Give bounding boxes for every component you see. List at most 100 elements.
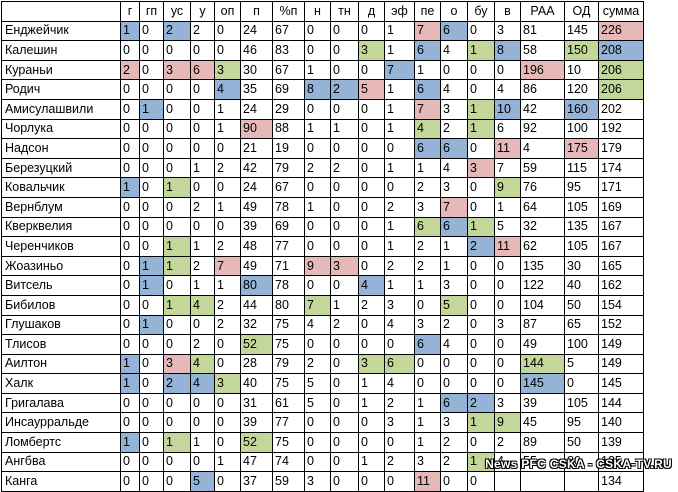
stat-cell bbox=[494, 471, 521, 492]
stat-cell: 0 bbox=[139, 451, 164, 473]
stat-cell: 0 bbox=[330, 275, 359, 296]
stat-cell: 0 bbox=[384, 471, 415, 492]
header-cell: %п bbox=[272, 1, 305, 22]
stat-cell: 77 bbox=[272, 412, 305, 434]
stat-cell: 167 bbox=[598, 236, 644, 257]
stat-cell: 1 bbox=[440, 255, 468, 277]
stat-cell: 2 bbox=[120, 59, 140, 81]
stat-cell: 0 bbox=[163, 196, 191, 218]
stat-cell: 0 bbox=[384, 177, 415, 198]
stat-cell: 105 bbox=[564, 392, 599, 414]
stat-cell: 0 bbox=[214, 471, 241, 492]
stat-cell: 1 bbox=[139, 255, 164, 277]
stat-cell: 11 bbox=[494, 236, 521, 257]
stat-cell: 1 bbox=[384, 20, 415, 42]
stat-cell: 24 bbox=[240, 177, 273, 198]
stat-cell: 1 bbox=[414, 392, 441, 414]
stat-cell: 1 bbox=[120, 353, 140, 375]
stat-cell: 0 bbox=[467, 20, 495, 42]
stat-cell: 1 bbox=[120, 20, 140, 42]
stat-cell: 77 bbox=[272, 236, 305, 257]
table-row: Ковальчик 1 0 1 0 0 24 67 0 0 0 0 2 3 0 9 76 95 171 bbox=[1, 177, 644, 198]
stat-cell: 1 bbox=[414, 275, 441, 296]
stat-cell: 2 bbox=[440, 432, 468, 453]
stat-cell: 0 bbox=[384, 334, 415, 355]
stat-cell: 1 bbox=[120, 432, 140, 453]
stat-cell: 19 bbox=[272, 138, 305, 159]
stat-cell: 6 bbox=[414, 216, 441, 238]
stat-cell: 0 bbox=[304, 275, 331, 296]
table-row: Енджейчик 1 0 2 2 0 24 67 0 0 0 1 7 6 0 3 81 145 226 bbox=[1, 20, 644, 42]
stat-cell: 50 bbox=[564, 294, 599, 316]
stat-cell: 0 bbox=[494, 59, 521, 81]
stat-cell: 95 bbox=[564, 412, 599, 434]
stat-cell: 0 bbox=[139, 236, 164, 257]
stat-cell: 2 bbox=[384, 392, 415, 414]
table-row: Родич 0 0 0 0 4 35 69 8 2 5 1 6 4 0 4 86 120 206 bbox=[1, 79, 644, 100]
stat-cell: 6 bbox=[440, 20, 468, 42]
stat-cell: 80 bbox=[272, 294, 305, 316]
stat-cell: 0 bbox=[304, 177, 331, 198]
stat-cell: 0 bbox=[139, 177, 164, 198]
stat-cell: 79 bbox=[272, 353, 305, 375]
stat-cell: 48 bbox=[240, 236, 273, 257]
stat-cell: 42 bbox=[520, 98, 565, 120]
stat-cell: 6 bbox=[384, 353, 415, 375]
stat-cell: 2 bbox=[330, 157, 359, 179]
stat-cell: 144 bbox=[520, 353, 565, 375]
stat-cell: 0 bbox=[163, 138, 191, 159]
stat-cell: 149 bbox=[598, 334, 644, 355]
stat-cell: 4 bbox=[440, 79, 468, 100]
stat-cell: 3 bbox=[440, 98, 468, 120]
stat-cell: 1 bbox=[467, 118, 495, 140]
stat-cell: 79 bbox=[272, 157, 305, 179]
stat-cell: 4 bbox=[520, 138, 565, 159]
stat-cell: 1 bbox=[163, 432, 191, 453]
stat-cell: 105 bbox=[564, 236, 599, 257]
stat-cell: 0 bbox=[163, 314, 191, 336]
stat-cell: 1 bbox=[163, 177, 191, 198]
stat-cell: 87 bbox=[520, 314, 565, 336]
stat-cell: 39 bbox=[240, 412, 273, 434]
stat-cell: 0 bbox=[358, 216, 385, 238]
player-name: Тлисов bbox=[1, 334, 121, 355]
player-name: Чорлука bbox=[1, 118, 121, 140]
stat-cell: 0 bbox=[139, 432, 164, 453]
stat-cell: 105 bbox=[564, 196, 599, 218]
stat-cell: 1 bbox=[358, 451, 385, 473]
stat-cell: 150 bbox=[564, 40, 599, 61]
stat-cell: 11 bbox=[414, 471, 441, 492]
stat-cell: 7 bbox=[414, 98, 441, 120]
stat-cell: 0 bbox=[304, 236, 331, 257]
stat-cell: 226 bbox=[598, 20, 644, 42]
player-name: Халк bbox=[1, 373, 121, 394]
stat-cell: 0 bbox=[330, 432, 359, 453]
stat-cell: 8 bbox=[304, 79, 331, 100]
stat-cell: 1 bbox=[190, 432, 215, 453]
stat-cell: 0 bbox=[467, 334, 495, 355]
header-cell: оп bbox=[214, 1, 241, 22]
stat-cell: 10 bbox=[564, 59, 599, 81]
stat-cell: 2 bbox=[190, 334, 215, 355]
stat-cell: 100 bbox=[564, 334, 599, 355]
header-cell: эф bbox=[384, 1, 415, 22]
stat-cell: 0 bbox=[494, 373, 521, 394]
stat-cell: 1 bbox=[214, 451, 241, 473]
table-row: Вернблум 0 0 0 2 1 49 78 1 0 0 2 3 7 0 1 64 105 169 bbox=[1, 196, 644, 218]
stat-cell: 154 bbox=[598, 294, 644, 316]
stat-cell: 46 bbox=[240, 40, 273, 61]
stat-cell: 0 bbox=[358, 334, 385, 355]
stat-cell: 0 bbox=[163, 79, 191, 100]
stat-cell: 2 bbox=[440, 451, 468, 473]
stat-cell: 0 bbox=[494, 294, 521, 316]
stat-cell: 0 bbox=[120, 392, 140, 414]
header-cell: пе bbox=[414, 1, 441, 22]
stat-cell: 0 bbox=[120, 40, 140, 61]
stat-cell: 5 bbox=[564, 353, 599, 375]
stat-cell: 81 bbox=[520, 20, 565, 42]
stat-cell: 0 bbox=[467, 138, 495, 159]
stat-cell: 0 bbox=[467, 59, 495, 81]
stat-cell: 1 bbox=[139, 98, 164, 120]
stat-cell: 6 bbox=[414, 40, 441, 61]
stat-cell: 71 bbox=[272, 255, 305, 277]
